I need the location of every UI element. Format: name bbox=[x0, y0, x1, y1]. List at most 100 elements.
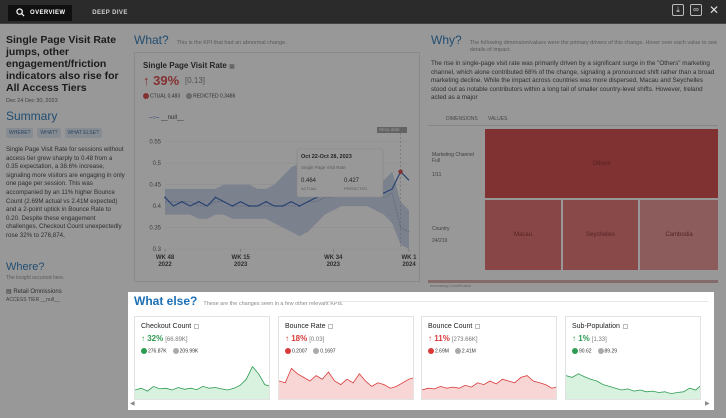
info-icon[interactable] bbox=[328, 323, 334, 329]
sparkline-area bbox=[279, 368, 413, 399]
tab-values[interactable]: VALUES bbox=[488, 116, 508, 122]
kpi-actual: CTUAL 0.483 bbox=[143, 93, 180, 99]
treemap-block-macau[interactable]: Macau bbox=[485, 200, 561, 270]
pill-what[interactable]: WHAT? bbox=[37, 128, 61, 138]
kpi-card[interactable]: Checkout Count ↑ 32% [66.89K] 276.87K 209.99… bbox=[134, 316, 270, 400]
kpi-card-pct: 11% bbox=[434, 334, 450, 343]
anomaly-point bbox=[398, 169, 403, 174]
kpi-card-sparkline bbox=[566, 373, 700, 399]
y-tick-label: 0.55 bbox=[149, 140, 161, 146]
tooltip-actual-label: ACTUAL bbox=[301, 186, 318, 191]
x-tick-year: 2023 bbox=[234, 262, 248, 268]
info-icon[interactable] bbox=[622, 323, 628, 329]
kpi-card-name: Bounce Rate bbox=[285, 323, 326, 330]
kpi-name-label: Single Page Visit Rate bbox=[143, 61, 227, 70]
data-point bbox=[180, 200, 183, 203]
top-bar: OVERVIEW DEEP DIVE ⤓ ∞ ✕ bbox=[0, 0, 726, 24]
what-else-title: What else? bbox=[134, 294, 198, 308]
pill-where[interactable]: WHERE? bbox=[6, 128, 34, 138]
tab-deep-dive[interactable]: DEEP DIVE bbox=[92, 10, 128, 16]
data-point bbox=[265, 200, 267, 203]
where-access-tier: ACCESS TIER __null__ bbox=[6, 297, 60, 303]
kpi-card-values: 2.69M 2.41M bbox=[428, 348, 476, 354]
kpi-card-sparkline bbox=[279, 367, 413, 399]
data-point bbox=[298, 205, 301, 207]
kpi-card-actual: 2.69M bbox=[428, 348, 449, 354]
treemap-block-others[interactable]: Others bbox=[485, 129, 718, 198]
kpi-card-predicted-text: 209.99K bbox=[179, 348, 199, 355]
y-tick-label: 0.3 bbox=[153, 247, 162, 253]
kpi-card-delta: ↑ 32% [66.89K] bbox=[141, 334, 188, 343]
kpi-values: CTUAL 0.483 REDICTED 0.3486 bbox=[143, 93, 235, 99]
kpi-card-name: Checkout Count bbox=[141, 323, 192, 330]
kpi-card-predicted-text: 2.41M bbox=[461, 348, 476, 355]
kpi-card[interactable]: Sub-Population ↑ 1% [1.33] 90.62 89.29 bbox=[565, 316, 701, 400]
kpi-card-actual-text: 0.2007 bbox=[292, 348, 308, 355]
kpi-card-actual-text: 2.69M bbox=[435, 348, 449, 355]
insight-headline: Single Page Visit Rate jumps, other enga… bbox=[6, 34, 119, 94]
kpi-card-abs: [273.66K] bbox=[451, 337, 478, 343]
what-title: What? bbox=[134, 33, 169, 47]
kpi-actual-text: CTUAL 0.483 bbox=[150, 93, 181, 100]
pill-what-else[interactable]: WHAT ELSE? bbox=[64, 128, 102, 138]
kpi-card-actual: 90.62 bbox=[572, 348, 592, 354]
data-point bbox=[248, 205, 251, 207]
kpi-card-predicted-text: 0.1697 bbox=[320, 348, 336, 355]
kpi-card[interactable]: Bounce Rate ↑ 18% [0.03] 0.2007 0.1697 bbox=[278, 316, 414, 400]
treemap-block-seychelles[interactable]: Seychelles bbox=[563, 200, 638, 270]
data-point bbox=[197, 200, 200, 203]
kpi-card-title: Sub-Population bbox=[572, 323, 628, 330]
kpi-card-pct: 18% bbox=[291, 334, 308, 343]
download-icon[interactable]: ⤓ bbox=[672, 4, 684, 16]
kpi-name: Single Page Visit Rate ▣ bbox=[143, 61, 235, 70]
where-title: Where? bbox=[6, 261, 45, 273]
x-tick-label: WK 34 bbox=[324, 255, 343, 261]
row-count-marketing: 1/11 bbox=[432, 172, 442, 178]
x-tick-label: WK 1 bbox=[402, 255, 418, 261]
where-subtitle: The Insight occurred here. bbox=[6, 275, 65, 281]
where-item: ▤ Retail Omnissions bbox=[6, 289, 62, 295]
row-label-marketing: Marketing Channel Full bbox=[432, 152, 474, 164]
what-card: Single Page Visit Rate ▣ ↑ 39% [0.13] CT… bbox=[134, 52, 420, 282]
kpi-card-pct: 32% bbox=[147, 334, 164, 343]
sparkline-line bbox=[135, 365, 269, 392]
kpi-card-title: Bounce Count bbox=[428, 323, 481, 330]
tab-dimensions[interactable]: DIMENSIONS bbox=[446, 116, 478, 122]
kpi-card-delta: ↑ 1% [1.33] bbox=[572, 334, 607, 343]
row-count-country: 24/219 bbox=[432, 238, 448, 244]
chart-legend-label: __null__ bbox=[160, 115, 184, 121]
info-icon[interactable] bbox=[475, 323, 481, 329]
tooltip-actual: 0.464 bbox=[301, 178, 317, 184]
y-tick-label: 0.5 bbox=[153, 161, 162, 167]
story-date-badge bbox=[377, 126, 407, 133]
kpi-card-predicted: 209.99K bbox=[172, 348, 199, 355]
info-icon[interactable] bbox=[194, 323, 200, 329]
scroll-right-icon[interactable]: ▶ bbox=[705, 401, 710, 407]
kpi-card-predicted: 2.41M bbox=[454, 348, 476, 355]
kpi-card-pct: 1% bbox=[578, 334, 590, 343]
why-subtitle: The following dimension/values were the … bbox=[469, 40, 718, 53]
data-point bbox=[231, 205, 234, 207]
row-label-country: Country bbox=[432, 226, 450, 232]
x-tick-year: 2022 bbox=[158, 262, 172, 268]
kpi-card-sparkline bbox=[422, 375, 556, 399]
sparkline-area bbox=[422, 375, 556, 399]
link-icon[interactable]: ∞ bbox=[690, 4, 702, 16]
why-title: Why? bbox=[431, 33, 462, 47]
kpi-chart[interactable]: 0.3 0.35 0.4 0.45 0.5 0.55 WK 48 2022 WK 15 2023 W… bbox=[139, 126, 418, 283]
close-icon[interactable]: ✕ bbox=[708, 3, 720, 17]
kpi-card-name: Bounce Count bbox=[428, 323, 473, 330]
kpi-predicted-text: REDICTED 0.3486 bbox=[193, 93, 236, 100]
contribution-scale bbox=[428, 280, 718, 283]
scroll-left-icon[interactable]: ◀ bbox=[130, 401, 135, 407]
kpi-card[interactable]: Bounce Count ↑ 11% [273.66K] 2.69M 2.41M bbox=[421, 316, 557, 400]
treemap-block-cambodia[interactable]: Cambodia bbox=[640, 200, 718, 270]
search-icon bbox=[16, 8, 25, 17]
y-tick-label: 0.35 bbox=[149, 226, 161, 232]
tab-overview[interactable]: OVERVIEW bbox=[8, 5, 72, 21]
kpi-card-title: Checkout Count bbox=[141, 323, 200, 330]
kpi-card-abs: [0.03] bbox=[309, 337, 325, 343]
x-tick-label: WK 48 bbox=[156, 255, 175, 261]
